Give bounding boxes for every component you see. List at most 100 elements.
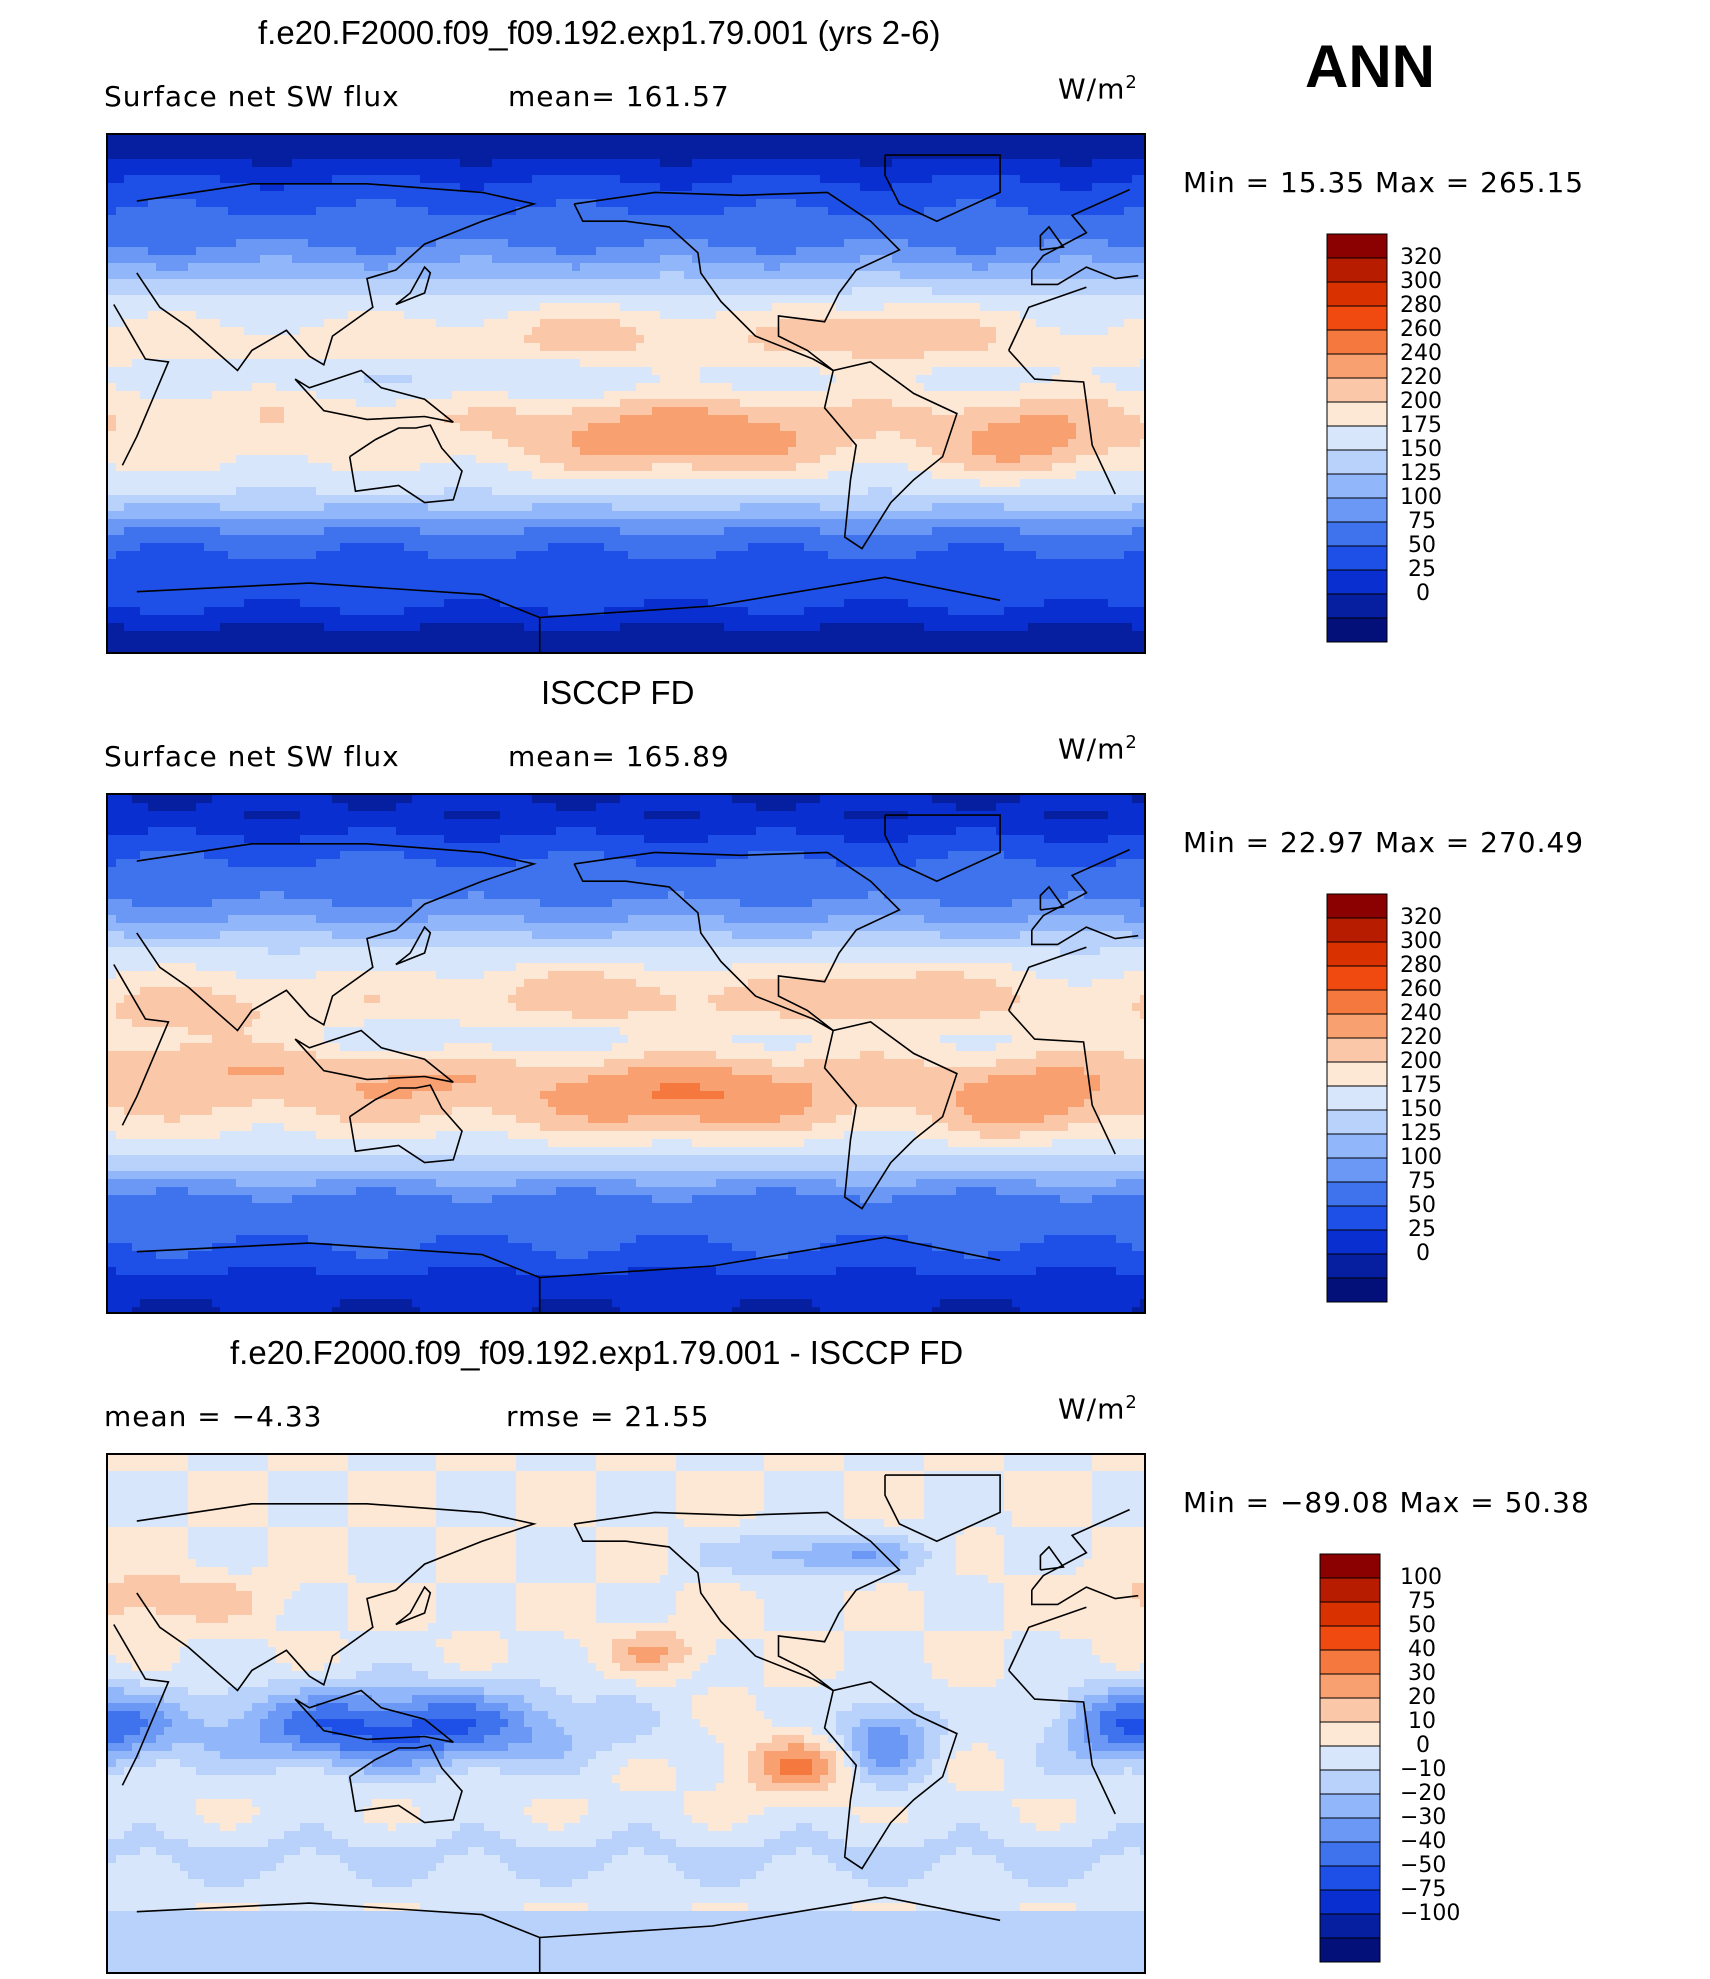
field-cell bbox=[268, 367, 277, 376]
field-cell bbox=[468, 311, 477, 320]
field-cell bbox=[964, 263, 973, 272]
field-cell bbox=[900, 191, 909, 200]
field-cell bbox=[708, 191, 717, 200]
field-cell bbox=[508, 191, 517, 200]
field-cell bbox=[580, 151, 589, 160]
field-cell bbox=[964, 135, 973, 144]
field-cell bbox=[476, 391, 485, 400]
field-cell bbox=[356, 439, 365, 448]
field-cell bbox=[516, 223, 525, 232]
field-cell bbox=[364, 255, 373, 264]
field-cell bbox=[196, 327, 205, 336]
field-cell bbox=[444, 335, 453, 344]
field-cell bbox=[684, 295, 693, 304]
field-cell bbox=[1116, 431, 1125, 440]
field-cell bbox=[228, 335, 237, 344]
field-cell bbox=[556, 239, 565, 248]
field-cell bbox=[212, 327, 221, 336]
field-cell bbox=[756, 415, 765, 424]
field-cell bbox=[580, 191, 589, 200]
field-cell bbox=[484, 415, 493, 424]
field-cell bbox=[1028, 391, 1037, 400]
field-cell bbox=[364, 183, 373, 192]
field-cell bbox=[900, 207, 909, 216]
field-cell bbox=[468, 239, 477, 248]
field-cell bbox=[684, 431, 693, 440]
field-cell bbox=[124, 199, 133, 208]
field-cell bbox=[436, 223, 445, 232]
field-cell bbox=[292, 367, 301, 376]
field-cell bbox=[116, 167, 125, 176]
field-cell bbox=[396, 247, 405, 256]
field-cell bbox=[740, 383, 749, 392]
field-cell bbox=[660, 183, 669, 192]
field-cell bbox=[340, 167, 349, 176]
field-cell bbox=[468, 271, 477, 280]
field-cell bbox=[1036, 183, 1045, 192]
field-cell bbox=[1044, 415, 1053, 424]
field-cell bbox=[540, 215, 549, 224]
field-cell bbox=[556, 343, 565, 352]
field-cell bbox=[108, 191, 117, 200]
field-cell bbox=[580, 319, 589, 328]
field-cell bbox=[708, 303, 717, 312]
field-cell bbox=[692, 391, 701, 400]
field-cell bbox=[796, 199, 805, 208]
field-cell bbox=[668, 199, 677, 208]
field-cell bbox=[988, 407, 997, 416]
field-cell bbox=[804, 431, 813, 440]
field-cell bbox=[532, 175, 541, 184]
field-cell bbox=[108, 431, 117, 440]
field-cell bbox=[1044, 207, 1053, 216]
field-cell bbox=[1084, 255, 1093, 264]
field-cell bbox=[788, 319, 797, 328]
field-cell bbox=[148, 399, 157, 408]
field-cell bbox=[684, 207, 693, 216]
field-cell bbox=[188, 351, 197, 360]
field-cell bbox=[132, 287, 141, 296]
field-cell bbox=[404, 199, 413, 208]
field-cell bbox=[164, 367, 173, 376]
field-cell bbox=[492, 255, 501, 264]
field-cell bbox=[1092, 375, 1101, 384]
field-cell bbox=[164, 207, 173, 216]
field-cell bbox=[164, 183, 173, 192]
field-cell bbox=[1092, 223, 1101, 232]
field-cell bbox=[1100, 247, 1109, 256]
field-cell bbox=[364, 135, 373, 144]
field-cell bbox=[916, 231, 925, 240]
field-cell bbox=[588, 423, 597, 432]
field-cell bbox=[972, 143, 981, 152]
field-cell bbox=[956, 279, 965, 288]
field-cell bbox=[812, 295, 821, 304]
field-cell bbox=[652, 423, 661, 432]
field-cell bbox=[188, 279, 197, 288]
field-cell bbox=[220, 207, 229, 216]
field-cell bbox=[812, 199, 821, 208]
field-cell bbox=[1052, 263, 1061, 272]
field-cell bbox=[1052, 327, 1061, 336]
field-cell bbox=[380, 375, 389, 384]
field-cell bbox=[932, 207, 941, 216]
field-cell bbox=[460, 423, 469, 432]
field-cell bbox=[212, 287, 221, 296]
field-cell bbox=[900, 287, 909, 296]
field-cell bbox=[1140, 135, 1144, 144]
field-cell bbox=[1052, 159, 1061, 168]
field-cell bbox=[148, 135, 157, 144]
field-cell bbox=[444, 199, 453, 208]
field-cell bbox=[644, 151, 653, 160]
field-cell bbox=[556, 231, 565, 240]
field-cell bbox=[188, 407, 197, 416]
field-cell bbox=[796, 135, 805, 144]
field-cell bbox=[1108, 391, 1117, 400]
field-cell bbox=[508, 319, 517, 328]
field-cell bbox=[660, 295, 669, 304]
field-cell bbox=[724, 335, 733, 344]
field-cell bbox=[212, 407, 221, 416]
field-cell bbox=[1100, 423, 1109, 432]
field-cell bbox=[844, 359, 853, 368]
field-cell bbox=[876, 191, 885, 200]
field-cell bbox=[172, 151, 181, 160]
field-cell bbox=[780, 279, 789, 288]
